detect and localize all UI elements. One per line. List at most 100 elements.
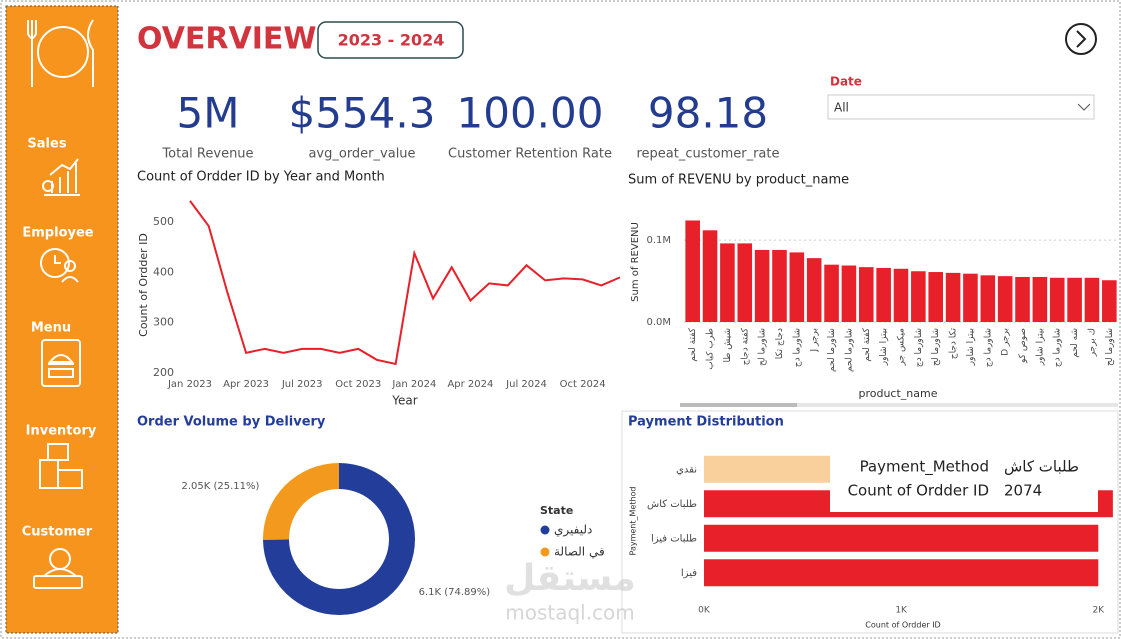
y-tick-label: 300 xyxy=(153,316,174,329)
tooltip-key: Payment_Method xyxy=(860,458,989,477)
bar xyxy=(702,230,718,322)
period: 2023 - 2024 xyxy=(338,31,445,50)
x-tick-label: 1K xyxy=(895,606,908,616)
x-tick-label: شاورما لحم xyxy=(827,328,837,372)
bar xyxy=(704,559,1099,587)
customer-icon xyxy=(33,548,83,589)
x-tick-label: 2K xyxy=(1092,606,1105,616)
bar xyxy=(789,252,805,322)
x-tick-label: بيتزا شاور xyxy=(1035,328,1045,366)
x-tick-label: كفتة لحم xyxy=(862,327,872,361)
kpi-label: avg_order_value xyxy=(308,147,415,162)
legend-label: دليفيري xyxy=(554,523,592,538)
y-axis-label: Payment_Method xyxy=(629,486,638,555)
filter-label: Date xyxy=(830,75,862,89)
x-tick-label: Jul 2023 xyxy=(281,379,323,390)
bar xyxy=(704,524,1099,552)
next-button[interactable] xyxy=(1065,23,1097,55)
bar xyxy=(720,243,735,322)
data-label: 6.1K (74.89%) xyxy=(419,587,491,598)
y-tick-label: نقدي xyxy=(676,464,697,475)
bar xyxy=(911,271,926,322)
chart-title: Sum of REVENU by product_name xyxy=(628,173,849,188)
kpi-value: 100.00 xyxy=(457,89,604,138)
x-tick-label: شاورما دج xyxy=(914,328,924,367)
filter-dropdown[interactable] xyxy=(827,94,1095,120)
x-tick-label: شه لحم xyxy=(1070,328,1080,358)
y-tick-label: 200 xyxy=(153,366,174,379)
y-axis-label: Sum of REVENU xyxy=(630,222,641,302)
x-tick-label: Apr 2024 xyxy=(447,379,493,390)
chart-title: Order Volume by Delivery xyxy=(137,415,326,430)
x-tick-label: ميكس جر xyxy=(897,328,907,367)
x-tick-label: دجاج تكا xyxy=(775,328,785,359)
nav-sales[interactable]: Sales xyxy=(27,137,66,152)
kpi-value: $554.3 xyxy=(289,89,436,138)
x-tick-label: شاورما لح xyxy=(931,328,941,366)
watermark-latin: mostaql.com xyxy=(505,601,635,625)
x-tick-label: Apr 2023 xyxy=(223,379,269,390)
menu-icon xyxy=(41,339,81,387)
y-tick-label: فيزا xyxy=(681,568,697,579)
nav-customer[interactable]: Customer xyxy=(22,525,93,540)
bar xyxy=(1015,276,1030,322)
bar xyxy=(945,272,961,322)
bar xyxy=(1084,277,1100,322)
inventory-icon xyxy=(39,443,83,489)
y-tick-label: طلبات كاش xyxy=(647,499,697,510)
x-tick-label: ك برجر xyxy=(1087,328,1097,357)
bar xyxy=(997,276,1013,322)
bar xyxy=(1049,277,1065,322)
data-line xyxy=(189,200,621,366)
x-tick-label: شاورما لحم xyxy=(844,328,854,372)
tooltip-value: 2074 xyxy=(1004,482,1042,500)
bar xyxy=(1102,280,1117,322)
legend-label: في الصالة xyxy=(554,545,605,559)
logo-icon xyxy=(27,19,94,87)
employee-icon xyxy=(40,248,79,283)
payment-panel xyxy=(621,410,1119,634)
sidebar: Sales Employee Menu Inventory Customer xyxy=(5,5,119,634)
kpi-value: 98.18 xyxy=(648,89,768,138)
x-axis-label: product_name xyxy=(858,387,937,400)
kpi-label: Total Revenue xyxy=(161,147,253,162)
x-tick-label: شاورما دج xyxy=(1053,328,1063,367)
x-tick-label: شاورما لح xyxy=(758,328,768,366)
x-tick-label: بيتزا شاور xyxy=(879,328,889,366)
bar xyxy=(754,249,770,322)
watermark-arabic: مستقل xyxy=(504,558,636,599)
x-tick-label: J برجر xyxy=(810,328,820,353)
x-tick-label: D برجر xyxy=(1001,328,1011,356)
bar xyxy=(928,272,944,322)
sales-icon xyxy=(42,158,80,196)
x-tick-label: طرب كباب xyxy=(706,328,716,370)
chart-title: Payment Distribution xyxy=(628,415,784,430)
nav-employee[interactable]: Employee xyxy=(22,226,93,241)
bar xyxy=(893,268,909,322)
x-tick-label: شيش طا xyxy=(723,328,733,363)
sidebar-bg xyxy=(5,5,119,634)
bar xyxy=(772,249,787,322)
x-tick-label: شاورما لح xyxy=(1105,328,1115,366)
x-tick-label: 0K xyxy=(698,606,711,616)
x-tick-label: تكا دجاج xyxy=(949,328,959,360)
x-tick-label: Jan 2024 xyxy=(391,379,436,390)
y-axis-label: Count of Ordder ID xyxy=(137,233,150,337)
nav-inventory[interactable]: Inventory xyxy=(26,424,97,439)
x-tick-label: صوص كو xyxy=(1018,328,1028,364)
donut-slice xyxy=(263,463,415,615)
bar xyxy=(806,258,822,322)
period-box xyxy=(317,21,464,59)
bar xyxy=(963,273,978,322)
tooltip-box xyxy=(830,452,1098,512)
x-axis-label: Count of Ordder ID xyxy=(865,621,940,630)
kpi-value: 5M xyxy=(177,89,240,138)
nav-menu[interactable]: Menu xyxy=(31,321,71,336)
data-label: 2.05K (25.11%) xyxy=(181,481,259,492)
tooltip-key: Count of Ordder ID xyxy=(848,482,989,500)
legend-title: State xyxy=(540,504,573,517)
x-tick-label: شاورما دج xyxy=(983,328,993,367)
kpi-label: Customer Retention Rate xyxy=(448,147,612,162)
legend-swatch xyxy=(540,547,550,557)
filter-value: All xyxy=(834,101,849,115)
